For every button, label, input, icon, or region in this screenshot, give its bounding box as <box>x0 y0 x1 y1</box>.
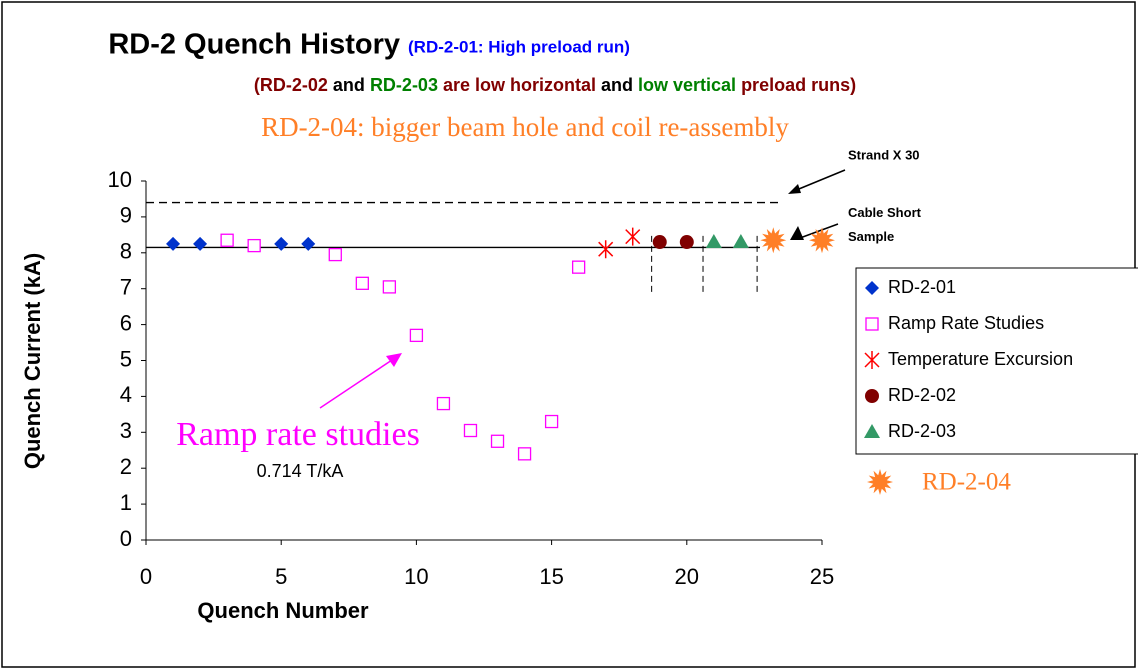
y-tick-label: 6 <box>120 310 132 335</box>
marker <box>732 234 749 249</box>
marker <box>571 260 586 274</box>
x-tick-label: 25 <box>810 564 834 589</box>
y-axis-label: Quench Current (kA) <box>20 253 45 469</box>
marker <box>436 396 451 411</box>
y-tick-label: 0 <box>120 526 132 551</box>
subtitle: RD-2-04: bigger beam hole and coil re-as… <box>261 112 789 142</box>
legend-label: RD-2-01 <box>888 277 956 297</box>
marker <box>274 236 289 251</box>
marker <box>679 235 694 250</box>
annotation-line: Sample <box>848 229 894 244</box>
y-tick-label: 3 <box>120 418 132 443</box>
x-axis-label: Quench Number <box>197 598 369 623</box>
x-tick-label: 5 <box>275 564 287 589</box>
x-tick-label: 15 <box>539 564 563 589</box>
x-tick-label: 20 <box>675 564 699 589</box>
marker <box>864 424 880 438</box>
marker <box>517 447 532 461</box>
marker <box>867 469 893 495</box>
y-tick-label: 9 <box>120 203 132 228</box>
subtitle-part: and <box>601 75 633 95</box>
marker <box>382 280 397 294</box>
arrow-head <box>788 184 801 194</box>
y-tick-label: 4 <box>120 382 132 407</box>
y-tick-label: 1 <box>120 490 132 515</box>
marker <box>705 234 722 249</box>
legend-label: Ramp Rate Studies <box>888 313 1044 333</box>
y-tick-label: 7 <box>120 275 132 300</box>
marker <box>247 238 261 253</box>
y-tick-label: 8 <box>120 239 132 264</box>
subtitle: (RD-2-02 and RD-2-03 are low horizontal and l… <box>254 75 856 95</box>
subtitle-part: RD-2-03 <box>370 75 438 95</box>
subtitle-part: are low horizontal <box>443 75 596 95</box>
annotation: Ramp rate studies <box>176 416 420 453</box>
marker <box>166 236 181 251</box>
arrow-head <box>386 353 402 367</box>
marker <box>544 414 559 429</box>
x-tick-label: 10 <box>404 564 428 589</box>
marker <box>301 236 316 251</box>
legend <box>855 267 1138 455</box>
y-tick-label: 2 <box>120 454 132 479</box>
marker <box>220 233 234 247</box>
x-tick-label: 0 <box>140 564 152 589</box>
marker <box>409 328 424 343</box>
marker <box>865 389 879 403</box>
subtitle-part: preload runs) <box>741 75 856 95</box>
annotation-line: Cable Short <box>848 205 922 220</box>
marker <box>809 227 835 254</box>
marker <box>652 235 667 250</box>
marker <box>865 317 879 331</box>
y-tick-label: 5 <box>120 346 132 371</box>
marker <box>625 227 641 246</box>
marker <box>864 351 880 369</box>
y-tick-label: 10 <box>108 167 132 192</box>
subtitle-part: (RD-2-02 <box>254 75 328 95</box>
arrow <box>319 359 393 409</box>
arrow <box>799 223 839 239</box>
legend-label: RD-2-02 <box>888 385 956 405</box>
annotation: Strand X 30 <box>848 147 920 162</box>
marker <box>355 276 369 290</box>
marker <box>760 227 787 254</box>
chart-title: RD-2 Quench History <box>108 29 400 61</box>
arrow <box>793 169 846 192</box>
legend-label: RD-2-03 <box>888 421 956 441</box>
marker <box>193 236 208 251</box>
legend-label: Temperature Excursion <box>888 349 1073 369</box>
marker <box>865 281 879 295</box>
arrow-head <box>790 226 804 240</box>
marker <box>328 247 342 262</box>
annotation: Cable Short Sample <box>848 205 922 244</box>
subtitle: (RD-2-01: High preload run) <box>408 37 630 56</box>
annotation: 0.714 T/kA <box>257 461 344 481</box>
marker <box>598 240 614 259</box>
marker <box>463 423 478 438</box>
legend-label: RD-2-04 <box>922 469 1011 496</box>
subtitle-part: and <box>333 75 365 95</box>
marker <box>490 434 505 448</box>
subtitle-part: low vertical <box>638 75 736 95</box>
